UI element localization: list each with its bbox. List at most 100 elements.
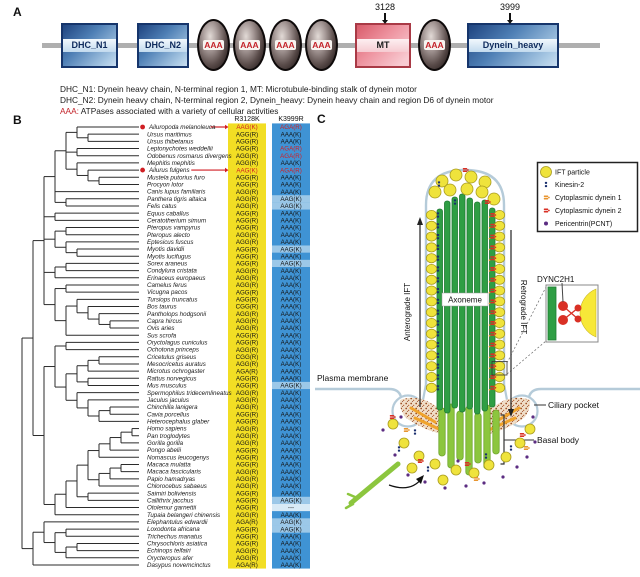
ift-particle-icon (425, 263, 438, 274)
cytoplasmic-dynein-1-icon (543, 197, 549, 200)
codon-r3128k: AGG(R) (236, 361, 258, 368)
pericentrin-icon (525, 455, 529, 459)
cytoplasmic-dynein-2-icon (490, 277, 495, 280)
pericentrin-icon (399, 415, 403, 419)
codon-r3128k: AGG(R) (236, 174, 258, 181)
kinesin-2-icon (453, 199, 457, 202)
kinesin-2-icon (484, 453, 488, 456)
codon-r3128k: AGG(R) (236, 462, 258, 469)
codon-k3999r: AAG(K) (280, 196, 301, 203)
cytoplasmic-dynein-2-icon (490, 256, 495, 258)
ift-particle-icon (493, 231, 506, 242)
domain-label: DHC_N2 (139, 39, 187, 52)
dynein-head (574, 304, 582, 312)
cytoplasmic-dynein-1-icon (488, 335, 491, 337)
ift-particle-icon (524, 423, 536, 435)
kinesin-2-icon (436, 374, 440, 377)
cytoplasmic-dynein-2-icon (490, 288, 495, 291)
cytoplasmic-dynein-2-icon (490, 226, 495, 228)
ift-particle-icon (493, 317, 506, 328)
codon-k3999r: --- (288, 505, 294, 512)
codon-r3128k: AGG(R) (236, 253, 258, 260)
cytoplasmic-dynein-2-icon (494, 289, 497, 292)
codon-r3128k: AGG(R) (236, 210, 258, 217)
cytoplasmic-dynein-2-icon (490, 269, 495, 271)
codon-r3128k: AGG(R) (236, 239, 258, 246)
codon-k3999r: AAA(K) (281, 189, 302, 196)
codon-r3128k: AAG(K) (236, 124, 257, 131)
kinesin-2-icon (544, 185, 548, 188)
cytoplasmic-dynein-2-icon (494, 386, 497, 389)
codon-k3999r: AAA(K) (281, 282, 302, 289)
species-name: Chinchilla lanigera (147, 404, 198, 411)
codon-r3128k: AGG(R) (236, 498, 258, 505)
cytoplasmic-dynein-2-icon (489, 201, 491, 203)
codon-r3128k: AGG(R) (236, 512, 258, 519)
ift-particle-icon (425, 296, 438, 307)
k3999r-cell-missing (272, 503, 310, 512)
codon-r3128k: AGG(R) (236, 454, 258, 461)
pericentrin-icon (423, 480, 427, 484)
ciliary-pocket-label: Ciliary pocket (548, 400, 600, 410)
kinesin-2-icon (413, 432, 417, 435)
cytoplasmic-dynein-2-icon (490, 345, 495, 347)
panel-b-label: B (13, 113, 22, 127)
cytoplasmic-dynein-2-icon (494, 235, 497, 238)
cytoplasmic-dynein-1-icon (403, 428, 409, 430)
codon-k3999r: AAA(K) (281, 218, 302, 225)
codon-k3999r: AAA(K) (281, 275, 302, 282)
kinesin-2-icon (413, 429, 417, 432)
cytoplasmic-dynein-2-icon (417, 459, 423, 461)
cytoplasmic-dynein-2-icon (490, 234, 495, 237)
caption-line-2: DHC_N2: Dynein heavy chain, N-terminal r… (60, 95, 494, 105)
codon-k3999r: AAA(K) (281, 419, 302, 426)
ift-particle-icon (500, 451, 512, 463)
codon-k3999r: AAA(K) (281, 426, 302, 433)
ift-particle-icon (387, 418, 399, 430)
species-name: Macaca mulatta (147, 462, 191, 469)
domain-dhc-n1: DHC_N1 (61, 23, 118, 68)
pericentrin-icon (533, 440, 537, 444)
cytoplasmic-dynein-2-icon (490, 364, 495, 366)
cytoplasmic-dynein-2-icon (490, 213, 495, 215)
cytoplasmic-dynein-1-icon (473, 479, 479, 481)
right-arrow-icon (225, 124, 229, 130)
species-name: Tursiops truncatus (147, 296, 197, 303)
species-name: Odobenus rosmarus divergens (147, 153, 232, 160)
cytoplasmic-dynein-2-icon (494, 354, 497, 357)
codon-k3999r: AAA(K) (281, 555, 302, 562)
codon-r3128k: AGA(R) (236, 519, 258, 526)
codon-r3128k: AGG(R) (236, 541, 258, 548)
species-name: Oryctolagus cuniculus (147, 340, 208, 347)
codon-r3128k: AGG(R) (236, 404, 258, 411)
kinesin-2-icon (436, 352, 440, 355)
species-name: Panthera tigris altaica (147, 196, 207, 203)
cytoplasmic-dynein-2-icon (389, 415, 395, 417)
kinesin-2-icon (437, 184, 441, 187)
codon-k3999r: AAA(K) (281, 447, 302, 454)
caption-aaa-abbrev: AAA: (60, 106, 79, 116)
kinesin-2-icon (397, 446, 401, 449)
ift-particle-icon (487, 192, 501, 206)
cytoplasmic-dynein-2-icon (462, 170, 468, 172)
kinesin-2-icon (436, 244, 440, 247)
ift-particle-icon (449, 168, 463, 182)
codon-r3128k: AAG(K) (236, 167, 257, 174)
dynein-head (574, 315, 582, 323)
ift-particle-icon (460, 182, 474, 196)
codon-r3128k: AGG(R) (236, 526, 258, 533)
cytoplasmic-dynein-1-icon (488, 291, 491, 294)
cytoplasmic-dynein-1-icon (488, 237, 491, 240)
ift-particle-icon (493, 220, 506, 231)
arrowhead-icon (416, 475, 424, 484)
ift-particle-icon (406, 462, 418, 474)
cytoplasmic-dynein-1-icon (488, 270, 491, 272)
codon-k3999r: AAA(K) (281, 562, 302, 569)
cytoplasmic-dynein-1-icon (403, 430, 409, 432)
codon-k3999r: AAA(K) (281, 454, 302, 461)
k3999r-cell-light (272, 202, 310, 210)
basal-body-microtubule (438, 407, 446, 457)
domain-aaa: AAA (269, 19, 302, 71)
codon-k3999r: AAA(K) (281, 533, 302, 540)
